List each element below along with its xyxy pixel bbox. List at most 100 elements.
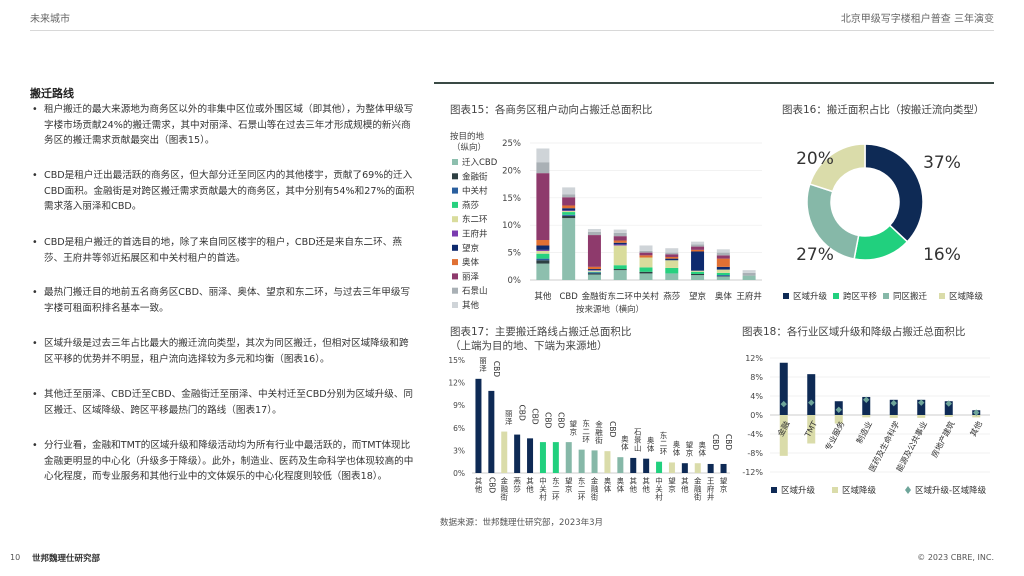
fig15-bar-segment	[691, 271, 705, 274]
fig17-bar-bottom-label: 其他	[630, 476, 638, 493]
fig18-bar-downgrade	[834, 415, 843, 424]
fig17-title: 图表17：主要搬迁路线占搬迁总面积比	[450, 326, 632, 338]
fig18-bar-upgrade	[889, 399, 898, 415]
fig15-xtick: 金融街	[582, 291, 608, 302]
fig15-bar-segment	[665, 254, 679, 257]
fig18-legend-label: 区域升级-区域降级	[915, 485, 987, 496]
fig17-bar-bottom-label-char: 环	[578, 492, 586, 501]
fig17-bar-bottom-label: 东二环	[552, 475, 560, 501]
fig17-bar-bottom-label-char: 燕	[513, 475, 521, 485]
fig17-bar-bottom-label: 望京	[668, 475, 676, 493]
fig15-chart: 按目的地（纵向）迁入CBD金融街中关村燕莎东二环王府井望京奥体丽泽石景山其他0%…	[450, 131, 762, 315]
fig16-legend-swatch	[833, 293, 839, 299]
fig15-bar-segment	[691, 241, 705, 245]
fig15-bar-segment	[613, 236, 627, 241]
fig15-legend-label: 其他	[462, 300, 480, 311]
fig15-bar-segment	[536, 263, 550, 280]
fig15-bar-segment	[639, 250, 653, 253]
fig17-bar-top-label-part: CBD	[608, 421, 617, 437]
fig15-bar-segment	[716, 276, 730, 277]
fig18-xtick: 其他	[968, 419, 984, 438]
section-title: 搬迁路线	[30, 87, 74, 100]
fig15-bar-segment	[639, 245, 653, 251]
fig15-bar-segment	[613, 244, 627, 246]
fig17-bar-top-label: CBD	[531, 408, 540, 424]
bullet-item: • 最热门搬迁目的地前五名商务区CBD、丽泽、奥体、望京和东二环，与过去三年甲级写…	[32, 287, 411, 314]
fig17-bar-top-label: CBD	[518, 405, 527, 421]
fig17-bar-top-label-char: 融	[595, 427, 603, 437]
fig15-bar-segment	[691, 249, 705, 252]
fig15-bar-segment	[587, 273, 601, 275]
fig15-bar-segment	[691, 275, 705, 280]
fig17-ytick: 12%	[448, 379, 465, 388]
header-section-name: 未来城市	[30, 14, 70, 25]
fig15-legend-swatch	[452, 230, 458, 237]
fig18-bar-upgrade	[807, 374, 816, 415]
fig15-bar-segment	[613, 245, 627, 266]
fig18-net-marker	[973, 409, 980, 416]
fig18-ytick: -8%	[747, 449, 763, 458]
fig17-bar-bottom-label-char: 莎	[513, 483, 521, 493]
fig17-bar-bottom-label-char: 京	[668, 483, 676, 493]
fig17-bar	[488, 390, 495, 473]
fig17-bar	[707, 463, 714, 473]
fig17-bar-top-label-char: 奥	[673, 439, 681, 449]
fig17-bar-top-label: 奥体	[621, 434, 629, 452]
fig17-bar-bottom-label-char: 其	[475, 476, 483, 485]
fig15-bar-segment	[665, 267, 679, 274]
fig18-bar-downgrade	[807, 415, 816, 444]
fig15-bar-segment	[562, 205, 576, 209]
fig17-bar-top-label-part: CBD	[531, 408, 540, 424]
bullet-item: • 区域升级是过去三年占比最大的搬迁流向类型，其次为同区搬迁，但相对区域降级和跨区…	[32, 338, 409, 365]
fig17-bar-bottom-label: 其他	[681, 476, 689, 493]
fig17-bar-top-label: 丽泽	[505, 409, 513, 426]
fig16-legend-swatch	[883, 293, 889, 299]
bullet-item: • 其他迁至丽泽、CBD迁至CBD、金融街迁至丽泽、中关村迁至CBD分别为区域升级…	[32, 389, 414, 416]
fig17-bar-top-label-char: 体	[621, 442, 629, 452]
fig15-legend-label: 迁入CBD	[462, 157, 498, 168]
fig15-bar-segment	[639, 255, 653, 258]
fig17-bar	[681, 463, 688, 473]
figure-panel-rule	[434, 82, 994, 84]
fig17-bar-bottom-label: 中关村	[655, 475, 663, 501]
bullet-item: • CBD是租户搬迁的首选目的地，除了来自同区楼宇的租户，CBD还是来自东二环、燕…	[32, 237, 402, 264]
footer-copyright: © 2023 CBRE, INC.	[917, 553, 994, 562]
fig15-bar-segment	[639, 257, 653, 268]
bullet-item: • 分行业看，金融和TMT的区域升级和降级活动均为所有行业中最活跃的，而TMT体现…	[32, 440, 414, 482]
fig17-bar-bottom-label-char: 其	[526, 476, 534, 485]
fig15-xtick: 燕莎	[663, 291, 681, 302]
fig17-bar-top-label: CBD	[711, 434, 720, 450]
fig15-xtick: 望京	[689, 291, 706, 302]
fig18-ytick: -4%	[747, 430, 763, 439]
fig17-bar-top-label-char: 体	[699, 448, 707, 458]
fig17-chart: 0%3%6%9%12%15% 丽泽其他CBDCBD丽泽金融街CBD燕莎CBD其他C…	[448, 356, 733, 501]
fig17-bar	[643, 458, 650, 473]
fig18-bar-upgrade	[944, 401, 953, 415]
fig18-bar-downgrade	[779, 415, 788, 456]
fig18-net-marker	[808, 399, 815, 406]
fig17-bar-bottom-label-char: 村	[655, 491, 663, 501]
fig15-bar-segment	[691, 251, 705, 271]
fig17-bar-top-label: CBD	[543, 412, 552, 428]
fig15-bar-segment	[536, 253, 550, 259]
fig15-bar-segment	[587, 269, 601, 271]
fig15-bar-segment	[639, 273, 653, 280]
fig17-bar-bottom-label-char: 关	[539, 483, 547, 493]
fig15-bar-segment	[613, 229, 627, 233]
fig18-title: 图表18：各行业区域升级和降级占搬迁总面积比	[742, 326, 966, 338]
fig17-ytick: 3%	[453, 446, 465, 455]
fig17-bar	[720, 463, 727, 473]
fig17-ytick: 6%	[453, 424, 465, 433]
fig15-legend-label: 奥体	[462, 257, 480, 268]
fig17-bar-top-label-part: CBD	[518, 405, 527, 421]
fig15-bar-segment	[742, 272, 756, 276]
fig15-legend-label: 丽泽	[462, 272, 480, 282]
fig15-legend-label: 石景山	[462, 286, 488, 297]
fig17-bar-top-label-char: 望	[570, 418, 578, 428]
fig17-bar-bottom-label-char: 中	[655, 475, 663, 485]
fig18-ytick: 12%	[745, 354, 763, 363]
fig15-bar-segment	[587, 274, 601, 280]
fig15-bar-segment	[562, 218, 576, 280]
fig15-bar-segment	[587, 270, 601, 271]
fig17-bar	[694, 463, 701, 473]
